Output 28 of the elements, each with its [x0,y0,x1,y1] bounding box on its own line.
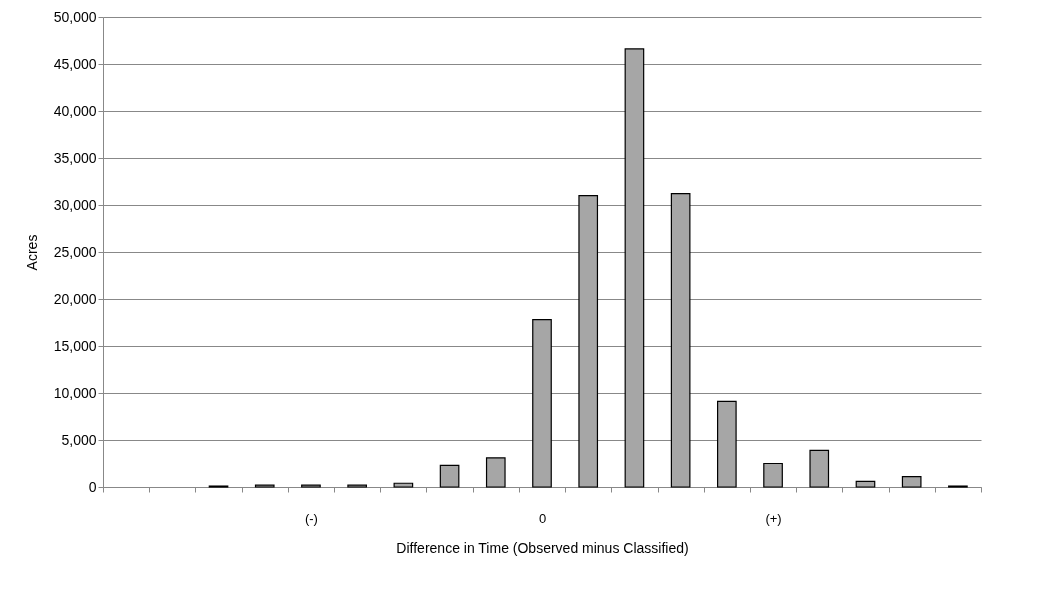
y-tick-label: 35,000 [53,149,97,166]
x-tick-label: 0 [538,510,547,526]
bar [439,464,460,488]
bar [901,476,922,488]
bar [855,480,876,488]
x-tick-label: (+) [765,510,782,526]
y-tick-label: 5,000 [61,431,97,448]
bar [763,462,783,488]
bar [532,319,552,488]
y-tick-label: 45,000 [53,55,97,72]
y-tick-label: 30,000 [53,196,97,213]
y-tick-label: 40,000 [53,102,97,119]
y-tick-label: 15,000 [53,337,97,354]
bar [670,193,691,488]
bar [717,400,737,488]
bar [578,195,599,488]
y-tick-label: 50,000 [53,8,97,25]
y-axis-title: Acres [23,234,40,271]
y-tick-label: 0 [88,478,97,495]
y-tick-label: 10,000 [53,384,97,401]
bar [624,48,645,488]
y-tick-label: 20,000 [53,290,97,307]
bar [809,449,830,488]
bar [393,482,414,488]
bar [485,457,506,488]
x-tick-label: (-) [304,510,318,526]
y-tick-label: 25,000 [53,243,97,260]
x-axis-title: Difference in Time (Observed minus Classified) [396,539,689,556]
